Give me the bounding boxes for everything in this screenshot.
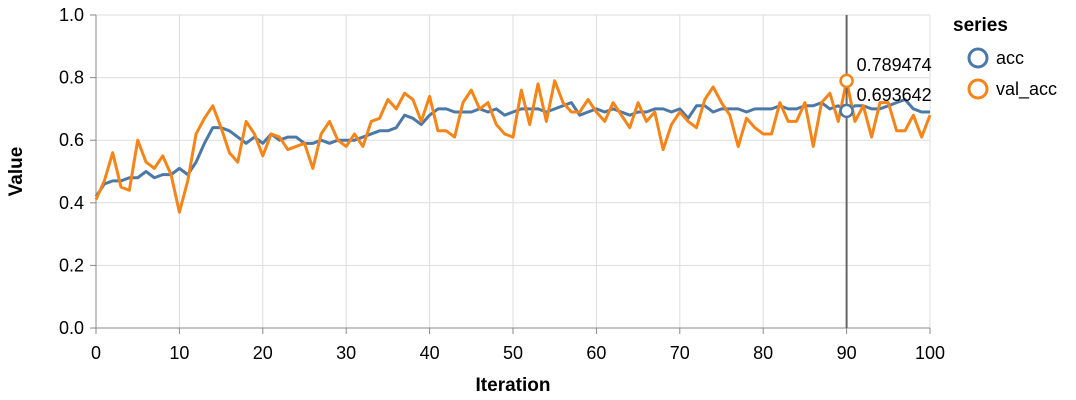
legend-symbol-acc — [967, 47, 989, 69]
hover-value-label: 0.693642 — [857, 85, 932, 105]
y-tick-label: 0.8 — [59, 68, 84, 88]
legend[interactable]: series acc val_acc — [953, 15, 1057, 100]
series-lines — [94, 79, 932, 214]
legend-label-acc: acc — [996, 48, 1024, 68]
hover-point-acc — [839, 103, 854, 119]
x-tick-label: 20 — [253, 343, 273, 363]
x-tick-label: 70 — [670, 343, 690, 363]
x-tick-label: 80 — [753, 343, 773, 363]
x-tick-label: 50 — [503, 343, 523, 363]
y-tick-label: 0.0 — [59, 318, 84, 338]
legend-title: series — [953, 15, 1008, 36]
y-tick-label: 0.6 — [59, 130, 84, 150]
hover-point-val_acc — [839, 73, 854, 89]
gridlines — [95, 14, 931, 329]
y-axis-title: Value — [6, 147, 27, 197]
x-tick-label: 10 — [169, 343, 189, 363]
legend-items: acc val_acc — [967, 47, 1057, 100]
hover-rule: 0.789474 0.693642 — [839, 15, 932, 328]
x-tick-label: 60 — [586, 343, 606, 363]
x-tick-label: 40 — [420, 343, 440, 363]
x-axis-title: Iteration — [476, 375, 551, 396]
legend-symbol-val_acc — [967, 78, 989, 100]
x-axis-ticks: 0 10 20 30 40 50 60 70 80 90 100 — [91, 328, 945, 363]
y-tick-label: 0.2 — [59, 255, 84, 275]
series-line-acc — [94, 98, 930, 198]
y-axis-ticks: 0.0 0.2 0.4 0.6 0.8 1.0 — [59, 5, 96, 338]
x-tick-label: 100 — [915, 343, 945, 363]
series-line-val_acc — [94, 79, 932, 214]
x-tick-label: 30 — [336, 343, 356, 363]
x-tick-label: 0 — [91, 343, 101, 363]
hover-value-label: 0.789474 — [857, 55, 932, 75]
y-tick-label: 0.4 — [59, 193, 84, 213]
x-tick-label: 90 — [837, 343, 857, 363]
y-tick-label: 1.0 — [59, 5, 84, 25]
legend-label-val_acc: val_acc — [996, 79, 1057, 100]
